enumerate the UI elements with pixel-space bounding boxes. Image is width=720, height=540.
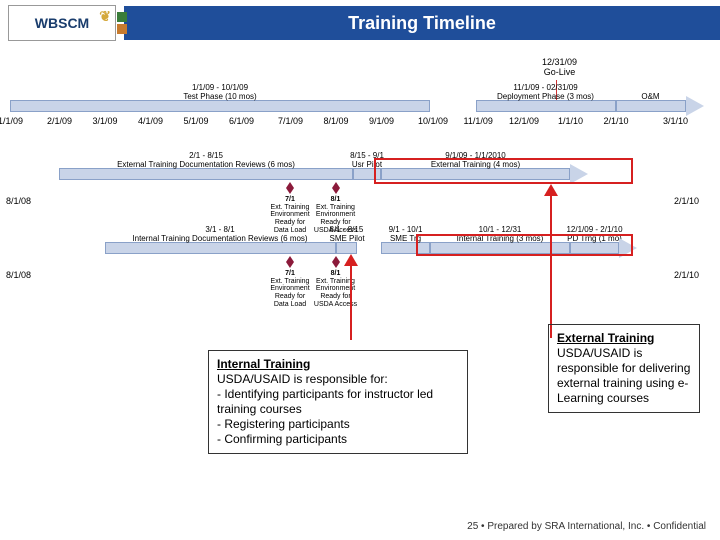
- page-header: WBSCM ❦ Training Timeline: [0, 0, 720, 46]
- logo-text: WBSCM: [35, 15, 89, 31]
- main-tick-6: 7/1/09: [278, 116, 303, 126]
- footer-page: 25: [467, 521, 478, 532]
- t3-marker-1: [332, 256, 340, 262]
- t3-marker-0: [286, 256, 294, 262]
- internal-l2: - Registering participants: [217, 417, 350, 431]
- footer-credit: Prepared by SRA International, Inc.: [487, 521, 644, 532]
- t3-rtick: 2/1/10: [674, 270, 699, 280]
- footer-dot2: •: [647, 521, 651, 532]
- main-bar-0-lbl: 1/1/09 - 10/1/09Test Phase (10 mos): [10, 84, 430, 102]
- t2-bar-0-lbl: 2/1 - 8/15External Training Documentatio…: [53, 152, 359, 170]
- main-bar-2: [616, 100, 686, 112]
- main-tick-5: 6/1/09: [229, 116, 254, 126]
- page-title: Training Timeline: [124, 6, 720, 40]
- main-tick-10: 11/1/09: [464, 116, 493, 126]
- golive-label: 12/31/09 Go-Live: [542, 58, 577, 78]
- t3-marker-1-txt: 8/1Ext. TrainingEnvironmentReady forUSDA…: [306, 270, 366, 308]
- t3-bar-0-lbl: 3/1 - 8/1Internal Training Documentation…: [99, 226, 342, 244]
- main-tick-14: 3/1/10: [663, 116, 688, 126]
- internal-training-callout: Internal Training USDA/USAID is responsi…: [208, 350, 468, 454]
- external-title: External Training: [557, 331, 654, 345]
- t2-ltick: 8/1/08: [6, 196, 31, 206]
- t2-marker-0: [286, 182, 294, 188]
- arrow-to-external: [550, 188, 552, 338]
- main-tick-0: 1/1/09: [0, 116, 23, 126]
- t2-bar-0: [59, 168, 353, 180]
- main-tick-2: 3/1/09: [93, 116, 118, 126]
- main-tick-9: 10/1/09: [418, 116, 448, 126]
- main-bar-0: [10, 100, 430, 112]
- t2-marker-1: [332, 182, 340, 188]
- t3-ltick: 8/1/08: [6, 270, 31, 280]
- main-tick-11: 12/1/09: [509, 116, 539, 126]
- logo-decor-orange: [117, 24, 127, 34]
- internal-title: Internal Training: [217, 357, 310, 371]
- main-bar-1: [476, 100, 616, 112]
- highlight-box-1: [416, 234, 633, 256]
- main-tick-4: 5/1/09: [184, 116, 209, 126]
- arrow-to-internal: [350, 256, 352, 340]
- footer: 25 • Prepared by SRA International, Inc.…: [467, 521, 706, 532]
- t3-bar-0: [105, 242, 336, 254]
- logo: WBSCM ❦: [8, 5, 116, 41]
- main-tick-13: 2/1/10: [604, 116, 629, 126]
- footer-conf: Confidential: [653, 521, 706, 532]
- external-training-callout: External Training USDA/USAID is responsi…: [548, 324, 700, 413]
- arrow-head-internal: [344, 254, 358, 266]
- arrow-head-external: [544, 184, 558, 196]
- logo-decor-green: [117, 12, 127, 22]
- main-arrow: [686, 96, 704, 116]
- external-l0: USDA/USAID is responsible for delivering…: [557, 346, 690, 405]
- t3-bar-1: [336, 242, 357, 254]
- t2-rtick: 2/1/10: [674, 196, 699, 206]
- internal-l3: - Confirming participants: [217, 432, 347, 446]
- t3-bar-1-lbl: 8/1 - 8/15SME Pilot: [330, 226, 363, 244]
- internal-l0: USDA/USAID is responsible for:: [217, 372, 388, 386]
- main-bar-2-lbl: O&M: [616, 84, 686, 102]
- timeline-chart: 12/31/09 Go-Live 1/1/09 - 10/1/09Test Ph…: [10, 58, 710, 338]
- golive-date: 12/31/09: [542, 57, 577, 67]
- main-tick-3: 4/1/09: [138, 116, 163, 126]
- main-tick-7: 8/1/09: [324, 116, 349, 126]
- wheat-icon: ❦: [99, 8, 111, 25]
- main-tick-8: 9/1/09: [369, 116, 394, 126]
- main-tick-1: 2/1/09: [47, 116, 72, 126]
- golive-text: Go-Live: [544, 67, 576, 77]
- highlight-box-0: [374, 158, 633, 184]
- main-tick-12: 1/1/10: [558, 116, 583, 126]
- main-bar-1-lbl: 11/1/09 - 02/31/09Deployment Phase (3 mo…: [476, 84, 616, 102]
- footer-dot1: •: [481, 521, 485, 532]
- internal-l1: - Identifying participants for instructo…: [217, 387, 433, 416]
